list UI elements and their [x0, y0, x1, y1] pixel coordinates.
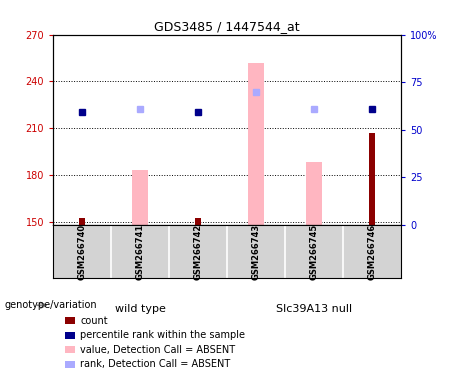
Bar [65, 361, 75, 368]
Bar [195, 218, 201, 225]
Bar [65, 346, 75, 353]
Text: value, Detection Call = ABSENT: value, Detection Call = ABSENT [80, 345, 235, 355]
Text: GSM266745: GSM266745 [309, 223, 319, 280]
Bar [65, 317, 75, 324]
Text: GSM266743: GSM266743 [252, 223, 260, 280]
Text: count: count [80, 316, 108, 326]
Text: GSM266746: GSM266746 [367, 223, 377, 280]
Text: wild type: wild type [115, 304, 165, 314]
Bar [306, 162, 322, 225]
Text: Slc39A13 null: Slc39A13 null [276, 304, 352, 314]
Bar [248, 63, 264, 225]
Text: rank, Detection Call = ABSENT: rank, Detection Call = ABSENT [80, 359, 230, 369]
Text: GSM266741: GSM266741 [136, 223, 145, 280]
Bar [369, 133, 375, 225]
Text: GSM266740: GSM266740 [77, 223, 87, 280]
Text: genotype/variation: genotype/variation [5, 300, 97, 310]
Bar [79, 218, 85, 225]
Bar [65, 332, 75, 339]
Bar [132, 170, 148, 225]
Text: percentile rank within the sample: percentile rank within the sample [80, 330, 245, 340]
Title: GDS3485 / 1447544_at: GDS3485 / 1447544_at [154, 20, 300, 33]
Text: GSM266742: GSM266742 [194, 223, 202, 280]
